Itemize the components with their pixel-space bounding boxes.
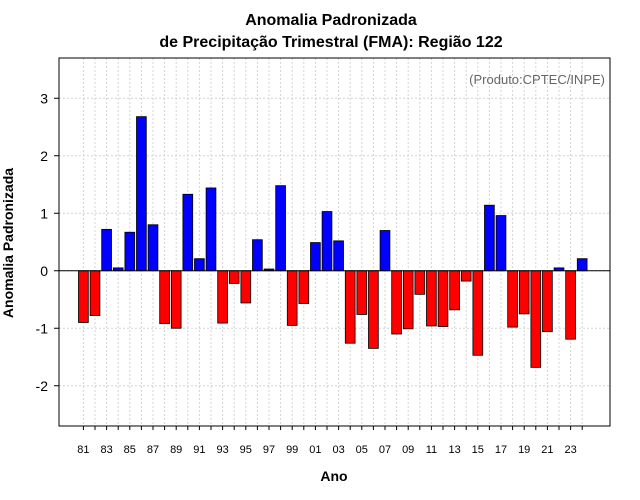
bar-1989 bbox=[170, 270, 182, 329]
y-tick-label: 0 bbox=[40, 263, 48, 279]
x-tick-label: 01 bbox=[309, 444, 321, 456]
bar-1999 bbox=[286, 270, 298, 326]
bar-2011 bbox=[426, 270, 437, 327]
bar-1991 bbox=[194, 258, 205, 272]
x-tick-label: 07 bbox=[379, 444, 391, 456]
bar-1994 bbox=[228, 270, 240, 284]
bar-2021 bbox=[542, 270, 553, 333]
x-tick-label: 85 bbox=[124, 444, 136, 456]
bar-2023 bbox=[565, 270, 576, 340]
bar-2019 bbox=[518, 270, 530, 315]
bar-2006 bbox=[368, 270, 379, 349]
bar-1992 bbox=[205, 187, 217, 272]
bar-2000 bbox=[298, 270, 310, 304]
x-tick-label: 15 bbox=[472, 444, 484, 456]
bar-2003 bbox=[333, 240, 344, 272]
bar-2002 bbox=[321, 211, 333, 272]
bar-2001 bbox=[310, 242, 321, 272]
x-tick-label: 81 bbox=[77, 444, 89, 456]
chart-title-line2: de Precipitação Trimestral (FMA): Região… bbox=[159, 34, 502, 51]
bar-2015 bbox=[472, 270, 484, 356]
bar-2004 bbox=[344, 270, 356, 344]
bar-2009 bbox=[402, 270, 414, 330]
x-tick-label: 17 bbox=[495, 444, 507, 456]
bar-1990 bbox=[182, 193, 194, 272]
bar-2010 bbox=[414, 270, 426, 295]
y-axis: -2 -1 0 1 2 3 bbox=[36, 90, 59, 394]
x-tick-label: 91 bbox=[193, 444, 205, 456]
x-tick-label: 93 bbox=[216, 444, 228, 456]
y-tick-label: 1 bbox=[40, 205, 48, 221]
bar-2014 bbox=[460, 270, 472, 282]
x-tick-label: 13 bbox=[448, 444, 460, 456]
bar-1998 bbox=[275, 185, 286, 272]
bar-1987 bbox=[147, 224, 159, 272]
bar-1988 bbox=[159, 270, 170, 325]
bar-1993 bbox=[217, 270, 228, 324]
bar-2016 bbox=[484, 204, 495, 272]
chart-title-line1: Anomalia Padronizada bbox=[245, 12, 417, 29]
y-axis-label: Anomalia Padronizada bbox=[0, 168, 16, 318]
bar-1986 bbox=[136, 116, 147, 272]
x-tick-label: 11 bbox=[426, 444, 437, 456]
x-axis: 81 83 85 87 89 91 93 95 97 99 01 03 05 07 09 11 13 15 17 19… bbox=[77, 426, 583, 456]
x-tick-label: 83 bbox=[100, 444, 112, 456]
x-tick-label: 99 bbox=[286, 444, 298, 456]
bar-1985 bbox=[124, 231, 136, 272]
y-tick-label: -1 bbox=[36, 320, 49, 336]
bar-1981 bbox=[78, 270, 89, 323]
bar-1982 bbox=[89, 270, 101, 316]
bar-2013 bbox=[449, 270, 460, 311]
x-tick-label: 87 bbox=[147, 444, 159, 456]
bar-2012 bbox=[437, 270, 449, 327]
plot-frame bbox=[58, 57, 611, 427]
bar-1996 bbox=[252, 239, 263, 272]
x-tick-label: 09 bbox=[402, 444, 414, 456]
y-tick-label: -2 bbox=[36, 378, 49, 394]
bar-2008 bbox=[391, 270, 402, 335]
x-tick-label: 23 bbox=[564, 444, 576, 456]
bar-2007 bbox=[379, 230, 391, 272]
bar-1983 bbox=[101, 228, 112, 272]
x-tick-label: 21 bbox=[541, 444, 553, 456]
y-tick-label: 2 bbox=[40, 148, 48, 164]
bar-1995 bbox=[240, 270, 252, 304]
x-tick-label: 05 bbox=[356, 444, 368, 456]
bar-2005 bbox=[356, 270, 368, 315]
x-tick-label: 03 bbox=[332, 444, 344, 456]
x-tick-label: 89 bbox=[170, 444, 182, 456]
x-tick-label: 19 bbox=[518, 444, 530, 456]
chart-annotation: (Produto:CPTEC/INPE) bbox=[469, 72, 605, 87]
y-tick-label: 3 bbox=[40, 90, 48, 106]
x-axis-label: Ano bbox=[320, 468, 347, 484]
bar-2020 bbox=[530, 270, 542, 368]
bar-2017 bbox=[495, 215, 507, 272]
x-tick-label: 95 bbox=[240, 444, 252, 456]
bars bbox=[78, 116, 588, 368]
x-tick-label: 97 bbox=[263, 444, 275, 456]
bar-2018 bbox=[507, 270, 518, 328]
bar-2024 bbox=[576, 258, 588, 272]
